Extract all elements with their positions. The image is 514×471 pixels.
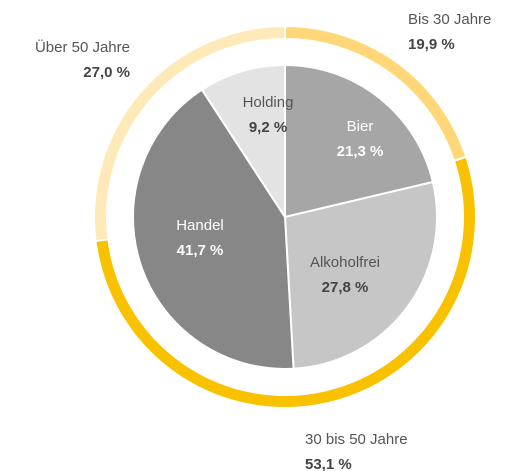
pie-slice (283, 180, 438, 370)
ring-segment (93, 24, 286, 243)
category-label: Bis 30 Jahre (408, 11, 491, 28)
value-label: 27,8 % (322, 279, 369, 296)
pie-slice (132, 88, 295, 370)
value-label: 19,9 % (408, 36, 455, 53)
value-label: 21,3 % (337, 143, 384, 160)
pie-slice (200, 63, 286, 221)
category-label: Handel (176, 217, 224, 234)
category-label: Alkoholfrei (310, 254, 380, 271)
category-label: Über 50 Jahre (35, 38, 130, 56)
value-label: 9,2 % (249, 119, 287, 136)
category-label: Holding (243, 94, 294, 111)
value-label: 41,7 % (177, 242, 224, 259)
value-label: 53,1 % (305, 456, 352, 471)
category-label: 30 bis 50 Jahre (305, 431, 408, 448)
category-label: Bier (347, 118, 374, 135)
pie-slice (284, 63, 435, 219)
value-label: 27,0 % (83, 64, 130, 81)
